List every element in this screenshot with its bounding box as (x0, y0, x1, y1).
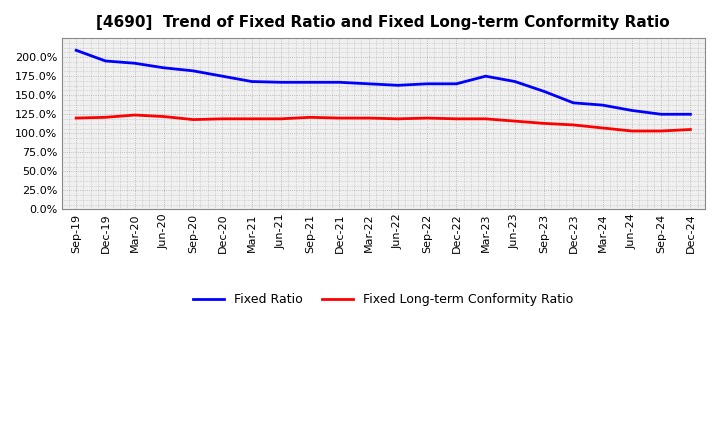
Fixed Long-term Conformity Ratio (481, 116, 490, 121)
Fixed Ratio (101, 59, 109, 64)
Line: Fixed Ratio: Fixed Ratio (76, 50, 690, 114)
Fixed Ratio (510, 79, 519, 84)
Fixed Ratio (72, 48, 81, 53)
Fixed Ratio (276, 80, 285, 85)
Fixed Ratio (218, 73, 227, 79)
Title: [4690]  Trend of Fixed Ratio and Fixed Long-term Conformity Ratio: [4690] Trend of Fixed Ratio and Fixed Lo… (96, 15, 670, 30)
Fixed Ratio (569, 100, 577, 106)
Fixed Long-term Conformity Ratio (628, 128, 636, 134)
Fixed Long-term Conformity Ratio (189, 117, 197, 122)
Fixed Long-term Conformity Ratio (510, 118, 519, 124)
Fixed Ratio (628, 108, 636, 113)
Legend: Fixed Ratio, Fixed Long-term Conformity Ratio: Fixed Ratio, Fixed Long-term Conformity … (188, 288, 578, 311)
Fixed Long-term Conformity Ratio (160, 114, 168, 119)
Fixed Long-term Conformity Ratio (657, 128, 665, 134)
Fixed Long-term Conformity Ratio (306, 115, 315, 120)
Fixed Ratio (452, 81, 461, 86)
Fixed Ratio (686, 112, 695, 117)
Fixed Long-term Conformity Ratio (598, 125, 607, 131)
Fixed Long-term Conformity Ratio (130, 112, 139, 117)
Fixed Ratio (394, 83, 402, 88)
Fixed Ratio (481, 73, 490, 79)
Fixed Long-term Conformity Ratio (276, 116, 285, 121)
Line: Fixed Long-term Conformity Ratio: Fixed Long-term Conformity Ratio (76, 115, 690, 131)
Fixed Ratio (364, 81, 373, 86)
Fixed Long-term Conformity Ratio (540, 121, 549, 126)
Fixed Long-term Conformity Ratio (101, 115, 109, 120)
Fixed Ratio (335, 80, 343, 85)
Fixed Ratio (657, 112, 665, 117)
Fixed Long-term Conformity Ratio (335, 115, 343, 121)
Fixed Long-term Conformity Ratio (452, 116, 461, 121)
Fixed Ratio (160, 65, 168, 70)
Fixed Ratio (423, 81, 431, 86)
Fixed Ratio (248, 79, 256, 84)
Fixed Long-term Conformity Ratio (248, 116, 256, 121)
Fixed Ratio (306, 80, 315, 85)
Fixed Ratio (130, 61, 139, 66)
Fixed Long-term Conformity Ratio (569, 122, 577, 128)
Fixed Long-term Conformity Ratio (394, 116, 402, 121)
Fixed Long-term Conformity Ratio (686, 127, 695, 132)
Fixed Long-term Conformity Ratio (72, 115, 81, 121)
Fixed Ratio (540, 89, 549, 94)
Fixed Long-term Conformity Ratio (423, 115, 431, 121)
Fixed Ratio (189, 68, 197, 73)
Fixed Long-term Conformity Ratio (364, 115, 373, 121)
Fixed Ratio (598, 103, 607, 108)
Fixed Long-term Conformity Ratio (218, 116, 227, 121)
